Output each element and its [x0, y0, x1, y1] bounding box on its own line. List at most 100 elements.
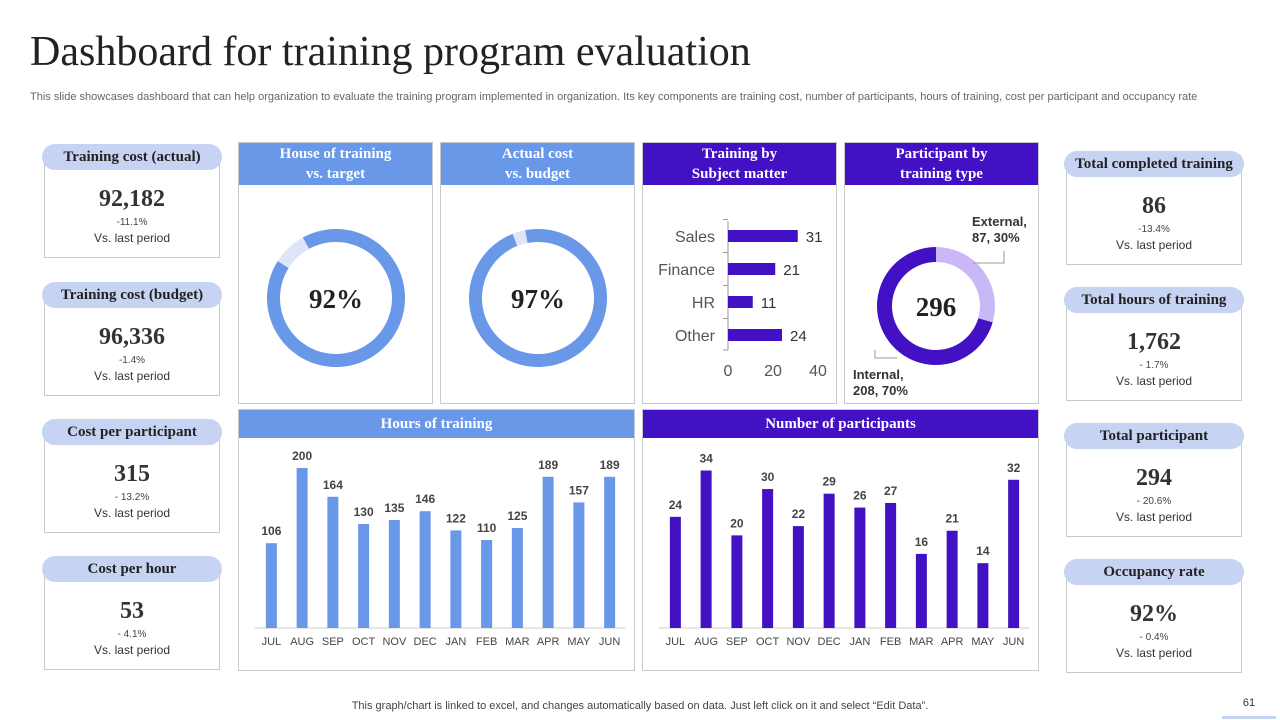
- data-label: 20: [730, 516, 744, 530]
- x-tick-label: FEB: [476, 636, 497, 648]
- kpi-label: Cost per participant: [42, 419, 222, 445]
- data-label: 32: [1007, 461, 1021, 475]
- kpi-change: - 0.4%: [1139, 632, 1169, 643]
- x-tick-label: NOV: [786, 636, 811, 648]
- panel-actual-cost: 97% Actual cost vs. budget: [440, 142, 635, 404]
- bar: [915, 553, 927, 628]
- bar: [388, 520, 400, 628]
- kpi-note: Vs. last period: [93, 506, 171, 520]
- x-tick-label: APR: [941, 636, 964, 648]
- category-label: Other: [675, 328, 716, 345]
- x-tick-label: MAY: [567, 636, 591, 648]
- x-tick-label: JUN: [599, 636, 620, 648]
- kpi-value: 53: [120, 598, 144, 624]
- panel-header: Training by Subject matter: [643, 143, 836, 185]
- donut-center-label: 296: [916, 292, 957, 322]
- bar: [792, 526, 804, 628]
- data-label: 125: [507, 509, 527, 523]
- x-tick-label: JAN: [849, 636, 870, 648]
- x-tick-label: SEP: [726, 636, 748, 648]
- kpi-note: Vs. last period: [1115, 510, 1193, 524]
- bar: [450, 530, 462, 628]
- panel-title-line: Subject matter: [691, 166, 788, 182]
- slice-label: Internal,: [853, 367, 904, 382]
- kpi-change: - 13.2%: [114, 492, 150, 503]
- kpi-box: [44, 570, 220, 670]
- leader-line: [874, 350, 897, 359]
- bar: [762, 489, 774, 628]
- donut-center-label: 92%: [309, 284, 363, 314]
- panel-hours-of-training: 106 JUL 200 AUG 164 SEP 130 OCT 135 NOV 146 DEC 122 J…: [238, 409, 635, 671]
- slice-label: 87, 30%: [972, 230, 1020, 245]
- data-label: 16: [915, 535, 929, 549]
- leader-line: [973, 251, 1005, 264]
- bar: [265, 543, 277, 628]
- kpi-box: [1066, 437, 1242, 537]
- data-label: 189: [600, 458, 620, 472]
- data-label: 106: [261, 524, 281, 538]
- kpi-change: -1.4%: [118, 355, 146, 366]
- data-label: 22: [792, 507, 806, 521]
- data-label: 21: [783, 262, 800, 279]
- kpi-label: Total participant: [1064, 423, 1244, 449]
- bar: [728, 329, 782, 341]
- data-label: 164: [323, 478, 343, 492]
- panel-title-line: training type: [900, 166, 983, 182]
- kpi-value: 92%: [1130, 601, 1178, 627]
- kpi-value: 294: [1136, 465, 1172, 491]
- donut-slice-external: [936, 247, 995, 323]
- donut-chart-house-of-training: 92%: [267, 229, 405, 367]
- data-label: 24: [669, 498, 683, 512]
- x-tick-label: JUL: [262, 636, 282, 648]
- data-label: 24: [790, 328, 807, 345]
- kpi-label: Total hours of training: [1064, 287, 1244, 313]
- kpi-cost-per-hour: Cost per hour 53 - 4.1% Vs. last period: [42, 556, 222, 670]
- x-tick-label: DEC: [818, 636, 841, 648]
- bar: [358, 524, 370, 628]
- x-tick-label: OCT: [756, 636, 780, 648]
- bar: [854, 507, 866, 628]
- panel-title-line: Actual cost: [501, 146, 574, 162]
- data-label: 157: [569, 483, 589, 497]
- kpi-box: [44, 296, 220, 396]
- x-tick-label: MAR: [505, 636, 530, 648]
- kpi-note: Vs. last period: [93, 643, 171, 657]
- data-label: 135: [384, 501, 404, 515]
- bar: [977, 563, 989, 628]
- kpi-value: 96,336: [99, 324, 165, 350]
- bar: [946, 530, 958, 628]
- panel-title-line: House of training: [279, 146, 392, 162]
- x-tick-label: MAY: [971, 636, 995, 648]
- x-tick-label: MAR: [909, 636, 934, 648]
- panel-title-line: Training by: [701, 146, 778, 162]
- bar: [728, 296, 753, 308]
- panel-header: Hours of training: [239, 410, 634, 438]
- kpi-box: [1066, 165, 1242, 265]
- page-subtitle: This slide showcases dashboard that can …: [30, 91, 1198, 103]
- kpi-value: 92,182: [99, 186, 165, 212]
- x-tick-label: AUG: [694, 636, 718, 648]
- data-label: 11: [761, 295, 777, 312]
- kpi-label: Occupancy rate: [1064, 559, 1244, 585]
- kpi-label: Training cost (budget): [42, 282, 222, 308]
- kpi-training-cost-budget: Training cost (budget) 96,336 -1.4% Vs. …: [42, 282, 222, 396]
- data-label: 200: [292, 449, 312, 463]
- bar-chart-hours-of-training: 106 JUL 200 AUG 164 SEP 130 OCT 135 NOV 146 DEC 122 J…: [255, 449, 625, 648]
- x-tick-label: 0: [724, 363, 733, 380]
- bar: [542, 476, 554, 628]
- category-label: Sales: [675, 229, 715, 246]
- panel-number-of-participants: 24 JUL 34 AUG 20 SEP 30 OCT 22 NOV 29 DEC 26 JAN 27 FEB…: [642, 409, 1039, 671]
- bar: [296, 468, 308, 628]
- kpi-change: - 4.1%: [117, 629, 147, 640]
- x-tick-label: FEB: [880, 636, 901, 648]
- kpi-note: Vs. last period: [1115, 646, 1193, 660]
- bar: [728, 230, 798, 242]
- data-label: 130: [354, 505, 374, 519]
- kpi-total-participant: Total participant 294 - 20.6% Vs. last p…: [1064, 423, 1244, 537]
- panel-subject-matter: Sales 31 Finance 21 HR 11 Other 24 0 20 40 Trainin…: [642, 142, 837, 404]
- kpi-occupancy-rate: Occupancy rate 92% - 0.4% Vs. last perio…: [1064, 559, 1244, 673]
- kpi-value: 86: [1142, 193, 1166, 219]
- page-title: Dashboard for training program evaluatio…: [30, 29, 751, 75]
- data-label: 146: [415, 492, 435, 506]
- x-tick-label: AUG: [290, 636, 314, 648]
